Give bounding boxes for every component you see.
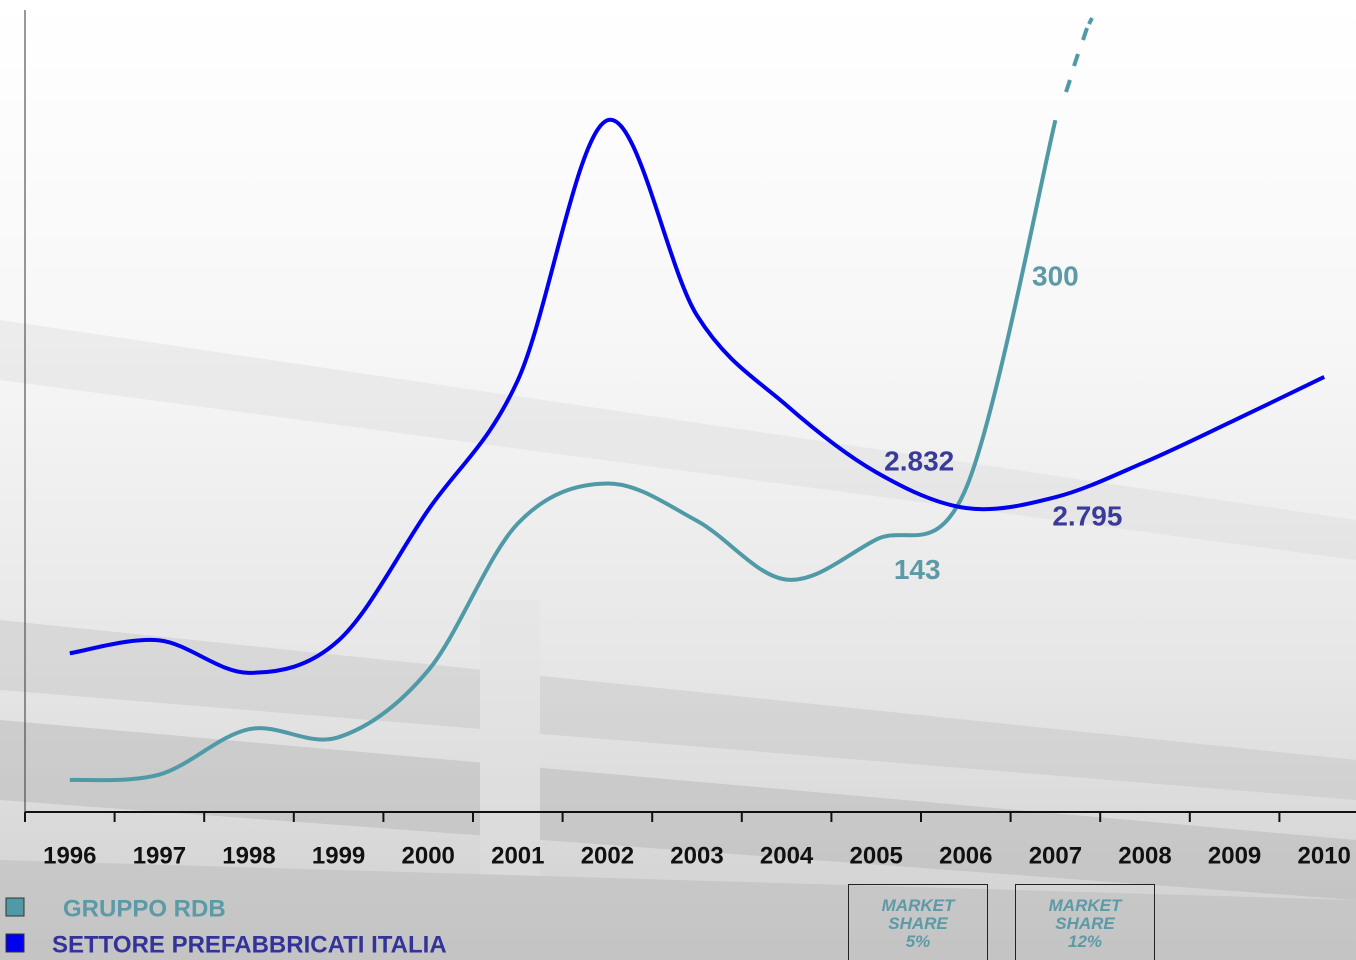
x-tick-label: 2001 [491, 842, 544, 869]
market-share-text: MARKET SHARE [881, 896, 955, 933]
series-line [69, 119, 1058, 783]
market-share-text: MARKET SHARE [1048, 896, 1122, 933]
market-share-value: 12% [1067, 932, 1103, 951]
data-label: 143 [894, 554, 941, 585]
x-tick-label: 1998 [222, 842, 275, 869]
x-tick-label: 1999 [312, 842, 365, 869]
legend: GRUPPO RDB SETTORE PREFABBRICATI ITALIA [5, 895, 447, 958]
data-label: 300 [1032, 261, 1079, 292]
x-tick-label: 1996 [43, 842, 96, 869]
x-tick-label: 2000 [402, 842, 455, 869]
data-label: 2.795 [1052, 501, 1122, 532]
projection-dash [1064, 17, 1094, 93]
background-structure [0, 320, 1356, 960]
market-share-value: 5% [905, 932, 931, 951]
x-tick-label: 2009 [1208, 842, 1261, 869]
market-share-box: MARKET SHARE 5% [848, 884, 988, 960]
series-line [69, 118, 1326, 675]
x-tick-label: 2005 [850, 842, 903, 869]
data-label: 2.832 [884, 446, 954, 477]
market-share-box: MARKET SHARE 12% [1015, 884, 1155, 960]
x-tick-label: 2008 [1118, 842, 1171, 869]
x-tick-label: 2002 [581, 842, 634, 869]
legend-swatch [5, 933, 25, 953]
x-tick-label: 2004 [760, 842, 814, 869]
x-tick-label: 1997 [133, 842, 186, 869]
x-tick-label: 2006 [939, 842, 992, 869]
x-tick-label: 2007 [1029, 842, 1082, 869]
legend-swatch [5, 897, 25, 917]
x-tick-label: 2010 [1298, 842, 1351, 869]
legend-label: SETTORE PREFABBRICATI ITALIA [52, 931, 447, 958]
x-tick-label: 2003 [670, 842, 723, 869]
legend-label: GRUPPO RDB [63, 895, 226, 922]
